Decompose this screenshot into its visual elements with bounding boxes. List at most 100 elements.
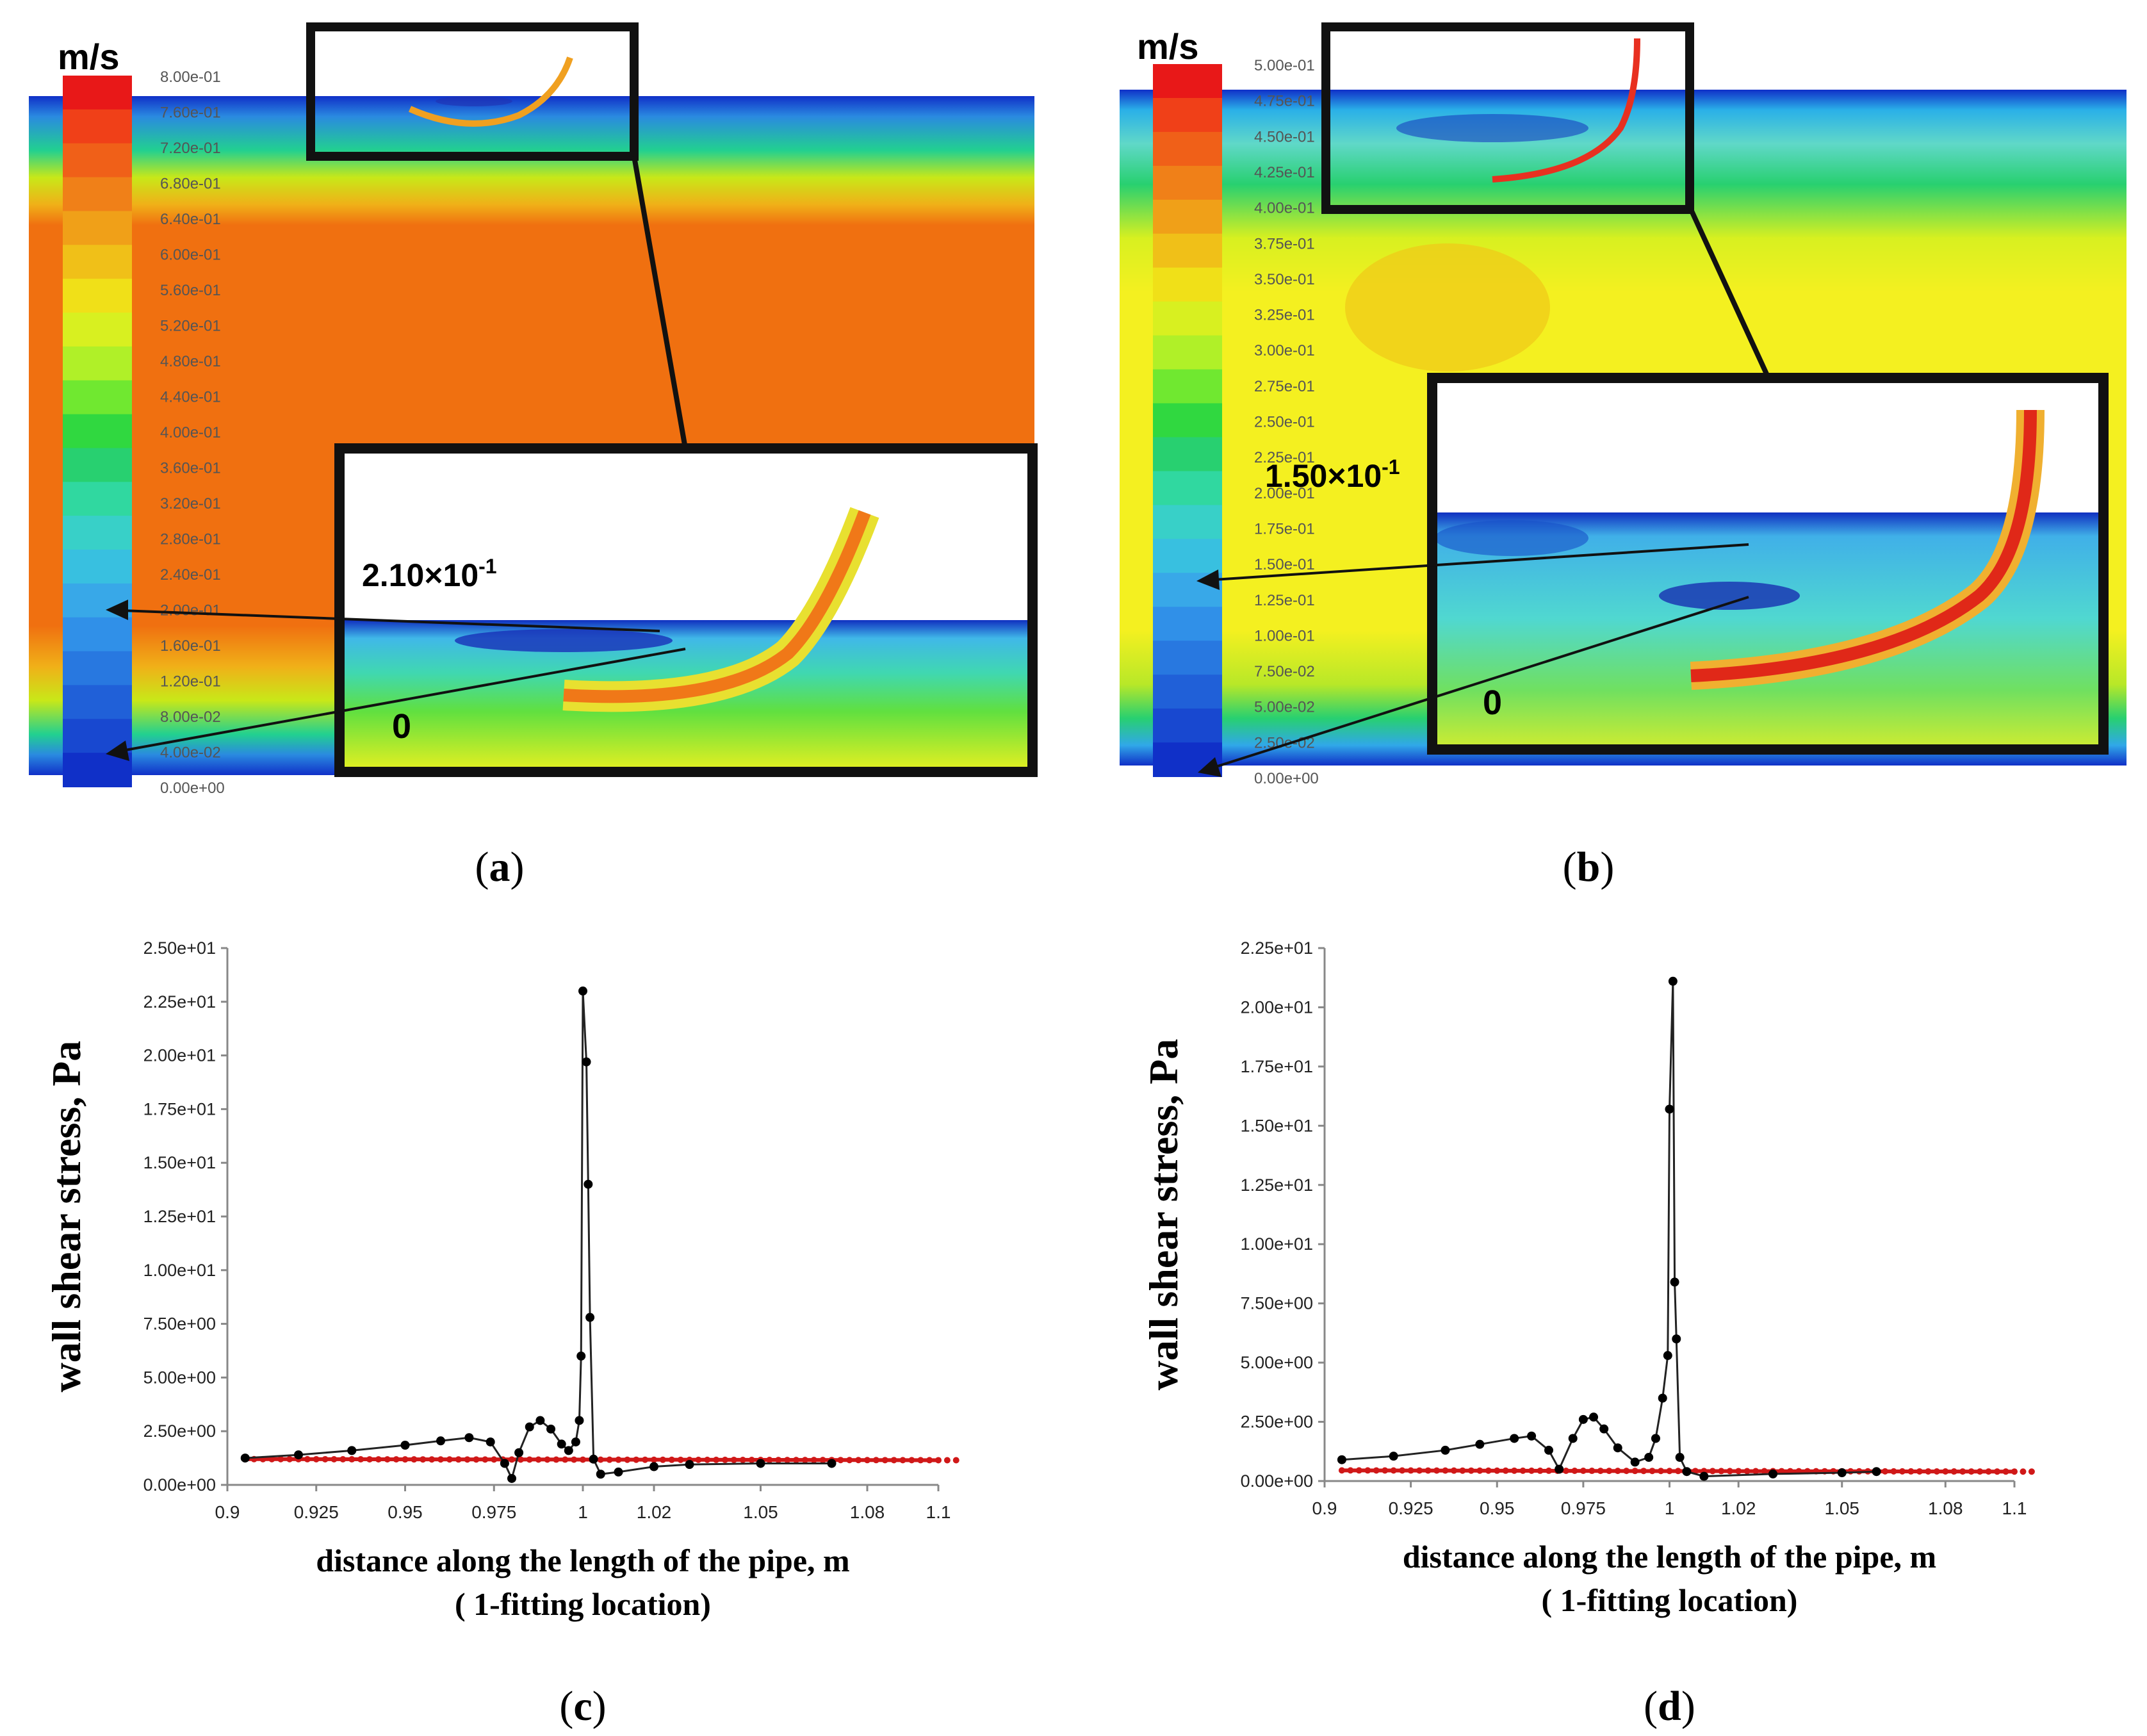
straight-pipe-point [1390,1467,1397,1474]
straight-pipe-point [526,1456,533,1463]
inset-b-dip [1659,582,1800,610]
straight-pipe-point [1718,1468,1725,1475]
straight-pipe-point [908,1457,915,1464]
straight-pipe-point [1968,1468,1975,1475]
straight-pipe-point [1562,1467,1569,1474]
straight-pipe-point [1528,1467,1535,1474]
scale-swatch [63,617,132,652]
straight-pipe-point [633,1456,640,1463]
y-tick-label: 0.00e+00 [143,1475,216,1494]
x-tick-label: 0.925 [294,1502,339,1522]
scale-tick-label: 4.00e-01 [160,424,221,441]
arrow-bottom-a [121,648,686,752]
fitting-point [1663,1351,1672,1361]
scale-tick-label: 3.75e-01 [1254,235,1315,252]
y-tick-label: 2.00e+01 [1241,997,1313,1017]
fitting-point [1670,1277,1679,1287]
y-tick-label: 2.25e+01 [1241,938,1313,958]
straight-pipe-point [1382,1467,1389,1474]
straight-pipe-point [1726,1468,1733,1475]
straight-pipe-point [535,1456,542,1463]
fitting-point [1644,1453,1654,1462]
color-scale-bars-b [1153,64,1222,777]
chart-d: 0.00e+00 2.50e+00 5.00e+00 7.50e+00 1.00e+01… [1141,938,2035,1730]
straight-pipe-point [1467,1467,1474,1474]
unit-label-a: m/s [58,37,120,77]
straight-pipe-point [348,1456,355,1463]
straight-pipe-point [1994,1468,2001,1475]
fitting-point [436,1436,445,1446]
fitting-point [1599,1424,1609,1434]
straight-pipe-point [1890,1468,1897,1475]
y-tick-label: 2.50e+00 [143,1421,216,1441]
fitting-point [1651,1434,1660,1443]
straight-pipe-point [1898,1468,1906,1475]
inset-b-jet-core [1690,409,2037,682]
scale-tick-label: 1.25e-01 [1254,592,1315,609]
x-axis-subtitle: ( 1-fitting location) [1542,1582,1798,1618]
straight-pipe-point [562,1456,569,1463]
straight-pipe-point [411,1456,418,1463]
scale-tick-label: 3.25e-01 [1254,307,1315,324]
straight-pipe-point [455,1456,462,1463]
straight-pipe-point [464,1456,471,1463]
straight-pipe-point [268,1455,275,1462]
scale-tick-label: 5.00e-02 [1254,699,1315,716]
fitting-point [1389,1452,1398,1461]
scale-tick-label: 2.00e-01 [1254,485,1315,502]
arrow-top-b [1213,543,1749,581]
y-tick-label: 2.00e+01 [143,1046,216,1065]
fitting-point [1837,1468,1847,1478]
y-tick-label: 1.25e+01 [1241,1175,1313,1195]
scale-swatch [63,109,132,144]
chart-c: 0.00e+00 2.50e+00 5.00e+00 7.50e+00 1.00e+01… [44,938,959,1730]
straight-pipe-point [1399,1467,1406,1474]
scale-tick-label: 1.50e-01 [1254,556,1315,573]
straight-pipe-point [1761,1468,1768,1475]
straight-pipe-point [917,1457,924,1464]
straight-pipe-point [952,1457,959,1464]
straight-pipe-point [881,1457,888,1464]
y-tick-label: 1.50e+01 [143,1153,216,1172]
fitting-point [525,1422,534,1432]
scale-swatch [63,313,132,347]
x-tick-label: 1.08 [1928,1498,1963,1518]
straight-pipe-point [935,1457,942,1464]
fitting-point [507,1473,516,1483]
straight-pipe-point [420,1456,427,1463]
straight-pipe-point [1847,1468,1854,1475]
panel-label-a: (a) [475,844,525,890]
panel-label: (d) [1644,1683,1695,1730]
fitting-line [1341,981,1877,1478]
scale-swatch [1153,97,1222,133]
scale-swatch [1153,403,1222,438]
fitting-point [535,1416,545,1425]
straight-pipe-point [819,1457,826,1464]
straight-pipe-point [624,1456,631,1463]
scale-swatch [1153,233,1222,268]
fitting-point [557,1439,566,1449]
fitting-point [582,1057,591,1067]
x-tick-label: 0.975 [1561,1498,1606,1518]
straight-pipe-point [446,1456,453,1463]
straight-pipe-point [1546,1467,1553,1474]
fitting-point [1872,1467,1881,1477]
straight-pipe-point [872,1457,879,1464]
straight-pipe-point [1450,1467,1457,1474]
straight-pipe-point [1735,1468,1742,1475]
straight-pipe-point [1485,1467,1492,1474]
fitting-point [685,1460,694,1470]
straight-pipe-point [1373,1467,1380,1474]
fitting-point [1578,1414,1588,1424]
straight-pipe-point [704,1456,711,1463]
scale-swatch [63,448,132,483]
scale-swatch [1153,335,1222,370]
scale-tick-label: 6.00e-01 [160,247,221,264]
scale-swatch [1153,301,1222,336]
fitting-point [1768,1469,1778,1478]
series-straight-pipe [241,1455,959,1464]
y-tick-label: 1.00e+01 [1241,1234,1313,1254]
straight-pipe-point [331,1455,338,1462]
straight-pipe-point [1519,1467,1526,1474]
fitting-point [1658,1393,1667,1403]
